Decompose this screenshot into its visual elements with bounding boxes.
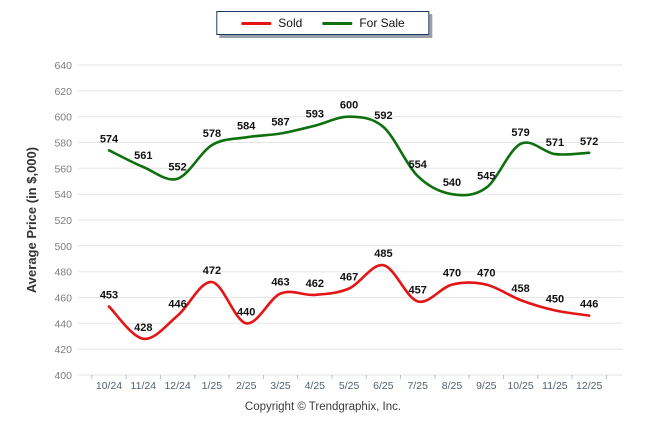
svg-text:640: 640	[54, 60, 72, 72]
svg-text:592: 592	[374, 110, 392, 122]
svg-text:480: 480	[54, 267, 72, 279]
svg-text:574: 574	[100, 133, 119, 145]
svg-text:552: 552	[168, 162, 186, 174]
svg-text:440: 440	[237, 306, 255, 318]
svg-text:458: 458	[511, 283, 529, 295]
svg-text:470: 470	[477, 268, 495, 280]
svg-text:428: 428	[134, 322, 152, 334]
svg-text:587: 587	[271, 117, 289, 129]
svg-text:446: 446	[168, 299, 186, 311]
svg-text:11/24: 11/24	[131, 380, 157, 392]
svg-text:462: 462	[306, 278, 324, 290]
svg-text:561: 561	[134, 150, 152, 162]
legend-label-for-sale: For Sale	[359, 16, 405, 30]
svg-text:457: 457	[409, 284, 427, 296]
svg-text:1/25: 1/25	[202, 380, 223, 392]
svg-text:3/25: 3/25	[270, 380, 291, 392]
svg-text:420: 420	[54, 344, 72, 356]
svg-text:6/25: 6/25	[373, 380, 394, 392]
svg-text:600: 600	[340, 100, 358, 112]
legend-item-sold: Sold	[241, 17, 302, 29]
svg-text:580: 580	[54, 138, 72, 150]
svg-text:460: 460	[54, 293, 72, 305]
svg-text:620: 620	[54, 86, 72, 98]
svg-text:584: 584	[237, 120, 256, 132]
svg-text:7/25: 7/25	[407, 380, 428, 392]
svg-text:440: 440	[54, 318, 72, 330]
legend-label-sold: Sold	[278, 16, 303, 30]
svg-text:10/25: 10/25	[507, 380, 533, 392]
svg-text:2/25: 2/25	[236, 380, 257, 392]
legend-item-for-sale: For Sale	[322, 16, 405, 30]
svg-text:600: 600	[54, 112, 72, 124]
legend: Sold For Sale	[216, 11, 430, 35]
svg-text:578: 578	[203, 128, 221, 140]
svg-text:463: 463	[271, 277, 289, 289]
svg-text:4/25: 4/25	[305, 380, 326, 392]
svg-text:12/24: 12/24	[164, 380, 190, 392]
svg-text:400: 400	[54, 370, 72, 382]
svg-text:470: 470	[443, 268, 461, 280]
svg-text:593: 593	[306, 109, 324, 121]
svg-text:Average Price (in $,000): Average Price (in $,000)	[24, 147, 39, 293]
svg-text:450: 450	[546, 293, 564, 305]
svg-text:545: 545	[477, 171, 495, 183]
svg-text:446: 446	[580, 299, 598, 311]
svg-text:467: 467	[340, 272, 358, 284]
svg-text:571: 571	[546, 137, 564, 149]
svg-text:540: 540	[54, 189, 72, 201]
svg-text:11/25: 11/25	[542, 380, 568, 392]
svg-text:579: 579	[511, 127, 529, 139]
svg-text:572: 572	[580, 136, 598, 148]
svg-text:453: 453	[100, 290, 118, 302]
svg-text:12/25: 12/25	[576, 380, 602, 392]
svg-text:5/25: 5/25	[339, 380, 360, 392]
copyright-text: Copyright © Trendgraphix, Inc.	[244, 401, 402, 413]
svg-text:8/25: 8/25	[442, 380, 463, 392]
svg-text:540: 540	[443, 177, 461, 189]
svg-text:9/25: 9/25	[476, 380, 497, 392]
svg-text:560: 560	[54, 163, 72, 175]
for-sale-line-swatch	[322, 21, 353, 25]
svg-text:520: 520	[54, 215, 72, 227]
svg-text:500: 500	[54, 241, 72, 253]
svg-text:472: 472	[203, 265, 221, 277]
sold-line-swatch	[241, 21, 272, 25]
svg-text:554: 554	[409, 159, 428, 171]
svg-text:485: 485	[374, 248, 392, 260]
svg-text:10/24: 10/24	[96, 380, 122, 392]
